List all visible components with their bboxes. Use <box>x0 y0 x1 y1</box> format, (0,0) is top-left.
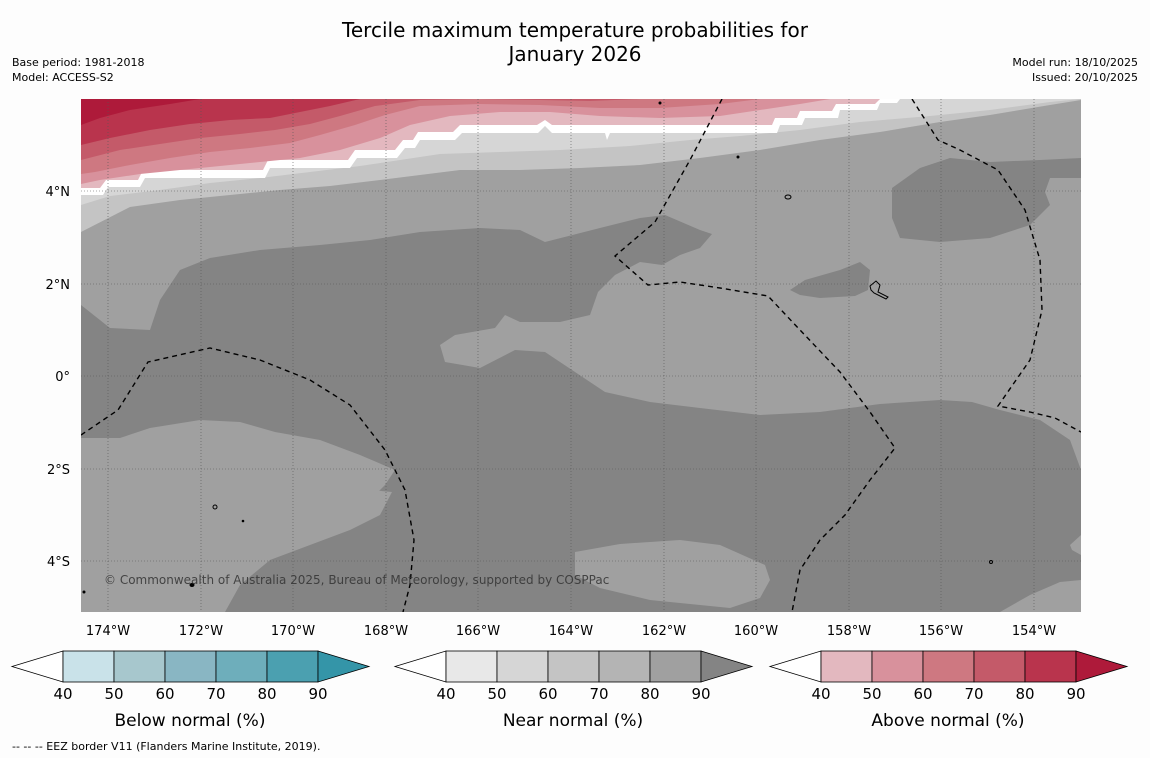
colorbar-swatch <box>871 650 924 683</box>
colorbar-extend-low <box>768 650 822 683</box>
lat-label: 4°S <box>47 555 70 570</box>
colorbar-swatch <box>547 650 600 683</box>
colorbar-swatch <box>445 650 498 683</box>
tick-label: 90 <box>691 685 710 703</box>
lon-label: 174°W <box>86 624 130 639</box>
colorbar-extend-low <box>393 650 447 683</box>
model-run: Model run: 18/10/2025 <box>1012 56 1138 69</box>
lat-label: 0° <box>55 370 70 385</box>
tick-label: 60 <box>538 685 557 703</box>
near-normal-80-90-east-blob <box>892 158 1081 242</box>
map-panel: © Commonwealth of Australia 2025, Bureau… <box>81 99 1081 612</box>
tick-label: 70 <box>206 685 225 703</box>
colorbar-above-normal: 40 50 60 70 80 90 Above normal (%) <box>768 650 1129 731</box>
above-normal-90-band <box>81 99 200 125</box>
colorbar-below-normal: 40 50 60 70 80 90 Below normal (%) <box>10 650 371 731</box>
lon-label: 166°W <box>456 624 500 639</box>
colorbar-swatch <box>1024 650 1077 683</box>
lon-label: 168°W <box>364 624 408 639</box>
colorbar-swatch <box>922 650 975 683</box>
colorbar-legends: 40 50 60 70 80 90 Below normal (%) 40 50… <box>10 650 1129 731</box>
lon-label: 158°W <box>827 624 871 639</box>
colorbar-swatch <box>164 650 217 683</box>
info-left: Base period: 1981-2018 Model: ACCESS-S2 <box>12 55 144 85</box>
copyright-note: © Commonwealth of Australia 2025, Bureau… <box>104 573 609 587</box>
colorbar-extend-low <box>10 650 64 683</box>
lon-label: 154°W <box>1012 624 1056 639</box>
lon-label: 162°W <box>642 624 686 639</box>
base-period: Base period: 1981-2018 <box>12 56 145 69</box>
colorbar-swatch <box>113 650 166 683</box>
colorbar-swatch <box>973 650 1026 683</box>
colorbar-swatch <box>215 650 268 683</box>
lat-label: 4°N <box>46 185 71 200</box>
colorbar-swatch <box>598 650 651 683</box>
tick-label: 90 <box>1066 685 1085 703</box>
colorbar-swatch <box>820 650 873 683</box>
tick-label: 50 <box>862 685 881 703</box>
colorbar-swatch <box>496 650 549 683</box>
map-title: Tercile maximum temperature probabilitie… <box>0 18 1150 66</box>
tick-label: 70 <box>589 685 608 703</box>
tick-label: 50 <box>487 685 506 703</box>
eez-borders <box>81 99 1081 612</box>
tick-label: 70 <box>964 685 983 703</box>
issued-date: Issued: 20/10/2025 <box>1031 71 1138 84</box>
near-normal-70-80-east-notch <box>1070 535 1081 555</box>
title-line-2: January 2026 <box>508 42 642 66</box>
lon-label: 156°W <box>919 624 963 639</box>
colorbar-extend-high <box>700 650 754 683</box>
colorbar-label: Below normal (%) <box>115 711 266 731</box>
tick-label: 40 <box>436 685 455 703</box>
lat-label: 2°S <box>47 463 70 478</box>
lat-label: 2°N <box>46 278 71 293</box>
longitude-labels: 174°W 172°W 170°W 168°W 166°W 164°W 162°… <box>86 624 1056 639</box>
colorbar-swatch <box>266 650 319 683</box>
islands <box>82 101 993 594</box>
tick-label: 80 <box>1015 685 1034 703</box>
eez-footnote: -- -- -- EEZ border V11 (Flanders Marine… <box>12 740 321 753</box>
colorbar-extend-high <box>317 650 371 683</box>
lon-label: 172°W <box>179 624 223 639</box>
near-normal-70-80-south-pocket <box>575 540 770 608</box>
tick-label: 40 <box>53 685 72 703</box>
colorbar-near-normal: 40 50 60 70 80 90 Near normal (%) <box>393 650 754 731</box>
lon-label: 160°W <box>734 624 778 639</box>
colorbar-extend-high <box>1075 650 1129 683</box>
above-normal-80-90-band <box>81 99 360 145</box>
latitude-labels: 4°N 2°N 0° 2°S 4°S <box>46 185 71 570</box>
tick-label: 50 <box>104 685 123 703</box>
lon-label: 170°W <box>271 624 315 639</box>
colorbar-label: Near normal (%) <box>503 711 643 731</box>
title-line-1: Tercile maximum temperature probabilitie… <box>342 18 808 42</box>
tick-label: 40 <box>811 685 830 703</box>
colorbar-swatch <box>649 650 702 683</box>
near-normal-80-90-south-east <box>1000 580 1081 612</box>
near-normal-80-90-small-blob <box>790 262 870 298</box>
tick-label: 60 <box>155 685 174 703</box>
tick-label: 80 <box>640 685 659 703</box>
colorbar-label: Above normal (%) <box>871 711 1024 731</box>
tick-label: 90 <box>308 685 327 703</box>
colorbar-swatch <box>62 650 115 683</box>
info-right: Model run: 18/10/2025 Issued: 20/10/2025 <box>1012 55 1138 85</box>
model-name: Model: ACCESS-S2 <box>12 71 114 84</box>
tick-label: 60 <box>913 685 932 703</box>
near-normal-80-90-south-west-corner <box>81 470 392 612</box>
lon-label: 164°W <box>549 624 593 639</box>
tick-label: 80 <box>257 685 276 703</box>
